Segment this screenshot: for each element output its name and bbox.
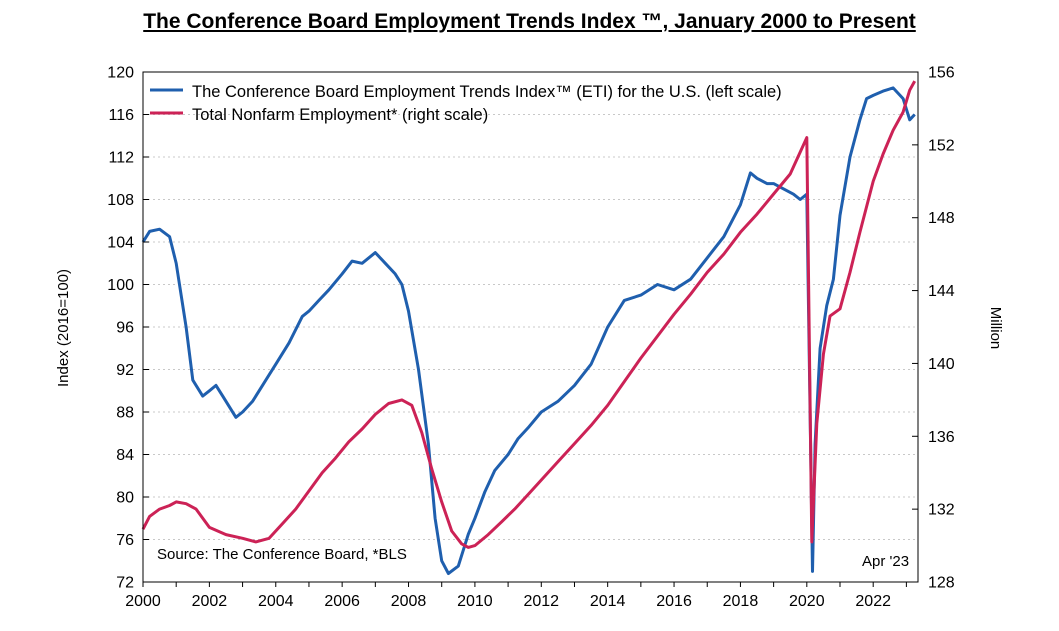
- y2-tick-label: 136: [928, 429, 955, 446]
- y-tick-label: 76: [116, 532, 134, 549]
- x-tick-label: 2020: [789, 593, 825, 610]
- legend-label-nonfarm: Total Nonfarm Employment* (right scale): [192, 106, 488, 124]
- source-note: Source: The Conference Board, *BLS: [157, 546, 407, 563]
- date-note: Apr '23: [862, 553, 909, 570]
- y-tick-label: 116: [108, 107, 134, 124]
- x-tick-label: 2018: [723, 593, 759, 610]
- y-tick-label: 92: [116, 362, 134, 379]
- y-tick-label: 100: [107, 277, 134, 294]
- y-axis-label: Index (2016=100): [55, 269, 72, 387]
- legend: The Conference Board Employment Trends I…: [150, 83, 782, 124]
- y-tick-label: 112: [108, 150, 134, 167]
- y-tick-label: 104: [107, 235, 134, 252]
- y-tick-label: 80: [116, 490, 134, 507]
- series-lines: [141, 80, 917, 575]
- series-line-nonfarm: [141, 80, 917, 549]
- axes: 72 76 80 84 88 92 96 100 104 108 112 116 120 128 132 13…: [107, 65, 955, 611]
- y2-tick-label: 132: [928, 502, 955, 519]
- chart-title: The Conference Board Employment Trends I…: [143, 10, 916, 33]
- x-tick-label: 2010: [457, 593, 493, 610]
- x-tick-label: 2014: [590, 593, 626, 610]
- x-tick-label: 2012: [523, 593, 559, 610]
- y2-tick-label: 144: [928, 283, 955, 300]
- x-tick-label: 2004: [258, 593, 294, 610]
- y2-axis-label: Million: [987, 307, 1004, 350]
- y-tick-label: 96: [116, 320, 134, 337]
- y-tick-label: 120: [107, 65, 134, 82]
- gridlines: [143, 114, 918, 540]
- y2-tick-label: 128: [928, 575, 955, 592]
- x-tick-label: 2016: [656, 593, 692, 610]
- y-tick-label: 108: [107, 192, 134, 209]
- y-tick-label: 88: [116, 405, 134, 422]
- x-tick-label: 2008: [391, 593, 427, 610]
- x-tick-label: 2002: [192, 593, 228, 610]
- y2-tick-label: 156: [928, 65, 955, 82]
- x-tick-label: 2006: [324, 593, 360, 610]
- legend-label-eti: The Conference Board Employment Trends I…: [192, 83, 782, 101]
- y-tick-label: 72: [116, 575, 134, 592]
- x-tick-label: 2022: [855, 593, 891, 610]
- y-tick-label: 84: [116, 447, 134, 464]
- y2-tick-label: 152: [928, 137, 955, 154]
- series-line-eti: [141, 86, 916, 575]
- y2-tick-label: 148: [928, 210, 955, 227]
- x-tick-label: 2000: [125, 593, 161, 610]
- y2-tick-label: 140: [928, 356, 955, 373]
